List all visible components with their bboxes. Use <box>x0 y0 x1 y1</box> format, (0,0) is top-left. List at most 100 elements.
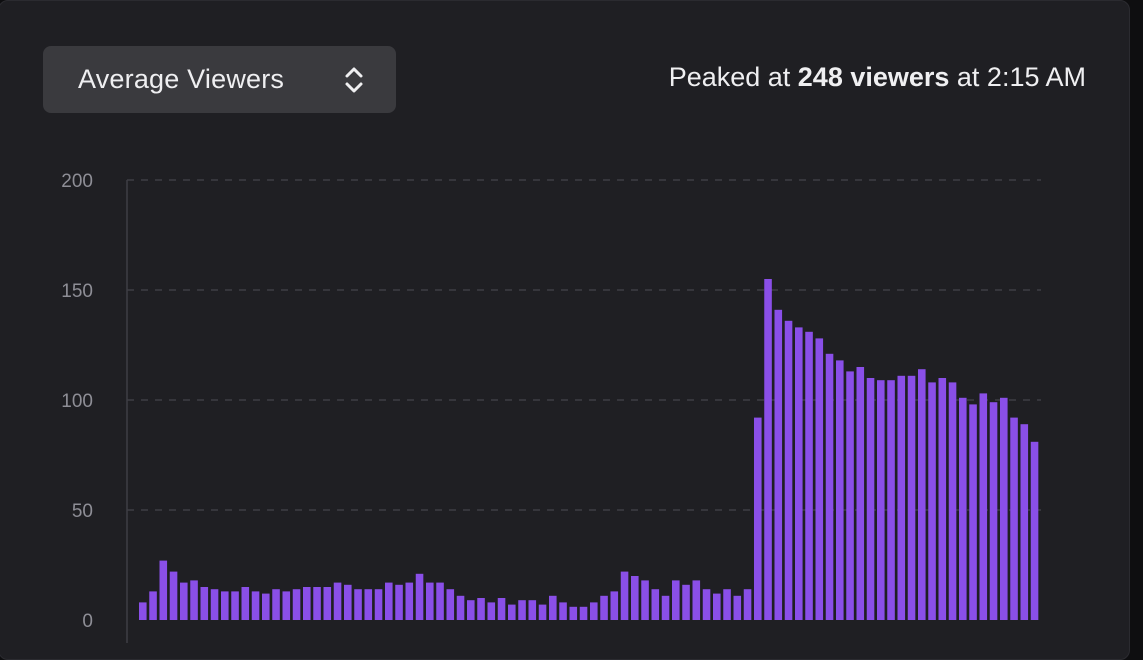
bar[interactable] <box>323 587 332 620</box>
bar[interactable] <box>682 584 690 620</box>
bar[interactable] <box>446 589 455 620</box>
bar[interactable] <box>456 595 465 620</box>
bar[interactable] <box>651 589 660 620</box>
peak-viewers-text: Peaked at 248 viewers at 2:15 AM <box>669 62 1086 93</box>
bar[interactable] <box>897 375 906 620</box>
bar[interactable] <box>200 587 209 620</box>
bar[interactable] <box>395 584 403 620</box>
bar[interactable] <box>672 580 680 620</box>
bar[interactable] <box>1010 417 1018 620</box>
bar[interactable] <box>415 573 424 620</box>
bar[interactable] <box>590 602 598 620</box>
bar[interactable] <box>1020 424 1029 620</box>
bar[interactable] <box>754 417 762 620</box>
bar[interactable] <box>743 589 752 620</box>
bar[interactable] <box>836 360 844 620</box>
bar[interactable] <box>600 595 608 620</box>
bar[interactable] <box>159 560 168 620</box>
bar[interactable] <box>631 576 639 620</box>
bar[interactable] <box>887 380 895 620</box>
bar[interactable] <box>866 378 875 620</box>
bar[interactable] <box>518 600 526 620</box>
bar[interactable] <box>846 371 854 620</box>
bar[interactable] <box>221 591 229 620</box>
bar[interactable] <box>272 589 280 620</box>
bar[interactable] <box>641 580 649 620</box>
bar[interactable] <box>169 571 178 620</box>
bar[interactable] <box>241 587 250 620</box>
bar[interactable] <box>969 404 977 620</box>
bar[interactable] <box>190 580 198 620</box>
bar[interactable] <box>436 582 444 620</box>
bar[interactable] <box>528 600 537 620</box>
bar[interactable] <box>579 606 588 620</box>
bar[interactable] <box>856 367 865 620</box>
bar[interactable] <box>313 587 321 620</box>
bar[interactable] <box>333 582 342 620</box>
y-tick-label: 150 <box>61 281 93 302</box>
bar[interactable] <box>989 402 998 620</box>
bar[interactable] <box>180 582 188 620</box>
bar[interactable] <box>784 320 793 620</box>
bar[interactable] <box>569 606 578 620</box>
peak-suffix: at 2:15 AM <box>949 62 1086 92</box>
bar[interactable] <box>282 591 291 620</box>
bar[interactable] <box>928 382 936 620</box>
bar[interactable] <box>918 369 926 620</box>
bar[interactable] <box>477 598 485 620</box>
bar[interactable] <box>795 327 803 620</box>
bar[interactable] <box>467 600 475 620</box>
bar[interactable] <box>825 353 834 620</box>
bar[interactable] <box>549 595 557 620</box>
bar[interactable] <box>374 589 383 620</box>
bar[interactable] <box>497 598 506 620</box>
viewers-bar-chart: 0 50 100 150 200 <box>61 171 1041 643</box>
bar[interactable] <box>661 595 670 620</box>
bar[interactable] <box>733 595 742 620</box>
bar[interactable] <box>692 580 701 620</box>
updown-chevron-icon <box>345 67 363 93</box>
bar[interactable] <box>149 591 157 620</box>
bar[interactable] <box>1030 441 1039 620</box>
bar[interactable] <box>723 589 731 620</box>
bar[interactable] <box>805 331 813 620</box>
metric-selector[interactable]: Average Viewers <box>43 46 396 113</box>
y-tick-label: 200 <box>61 171 93 192</box>
bar[interactable] <box>385 582 393 620</box>
bar[interactable] <box>139 602 147 620</box>
bar[interactable] <box>538 604 547 620</box>
bar[interactable] <box>948 382 957 620</box>
bar[interactable] <box>907 375 916 620</box>
peak-value: 248 viewers <box>797 62 950 92</box>
bar[interactable] <box>251 591 260 620</box>
bar[interactable] <box>702 589 711 620</box>
bar[interactable] <box>364 589 373 620</box>
bar[interactable] <box>620 571 629 620</box>
y-tick-label: 0 <box>82 611 93 632</box>
bar[interactable] <box>938 378 947 620</box>
y-tick-label: 100 <box>61 391 93 412</box>
bar[interactable] <box>610 591 619 620</box>
bar[interactable] <box>426 582 434 620</box>
bar[interactable] <box>959 397 967 620</box>
bar[interactable] <box>344 584 352 620</box>
peak-prefix: Peaked at <box>668 62 798 92</box>
bar[interactable] <box>354 589 362 620</box>
bar[interactable] <box>1000 397 1008 620</box>
bar[interactable] <box>764 279 772 620</box>
bar[interactable] <box>877 380 885 620</box>
bar[interactable] <box>292 589 301 620</box>
bar[interactable] <box>979 393 988 620</box>
bar[interactable] <box>405 582 414 620</box>
bar[interactable] <box>231 591 239 620</box>
bar[interactable] <box>262 593 270 620</box>
bar[interactable] <box>487 602 496 620</box>
bar[interactable] <box>303 587 311 620</box>
bar[interactable] <box>815 338 824 620</box>
bar[interactable] <box>210 589 219 620</box>
metric-selector-label: Average Viewers <box>78 64 285 94</box>
bar[interactable] <box>508 604 516 620</box>
bar[interactable] <box>774 309 783 620</box>
bar[interactable] <box>713 593 721 620</box>
bar[interactable] <box>559 602 567 620</box>
